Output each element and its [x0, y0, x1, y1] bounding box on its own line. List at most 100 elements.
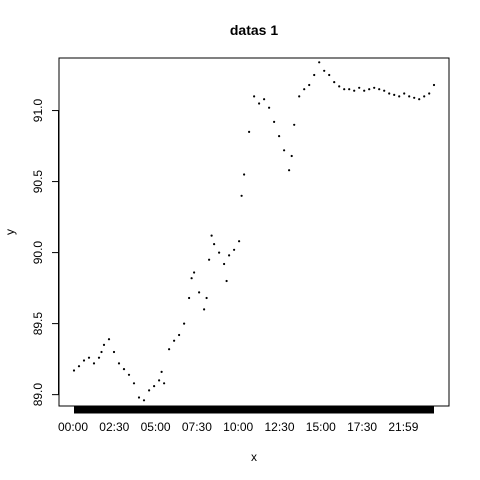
data-point: [100, 351, 102, 353]
data-point: [423, 95, 425, 97]
x-tick-label: 02:30: [99, 420, 129, 434]
data-point: [113, 351, 115, 353]
data-point: [148, 389, 150, 391]
x-axis: 00:00 02:30 05:00 07:30 10:00 12:30 15:00 17:30…: [58, 407, 434, 435]
data-point: [203, 308, 205, 310]
data-point: [393, 94, 395, 96]
data-point: [78, 365, 80, 367]
data-point: [413, 97, 415, 99]
data-point: [348, 88, 350, 90]
data-point: [358, 87, 360, 89]
data-point: [253, 95, 255, 97]
y-tick-label: 91.0: [31, 99, 45, 123]
data-point: [198, 291, 200, 293]
x-tick-label: 07:30: [182, 420, 212, 434]
data-point: [293, 124, 295, 126]
data-point: [173, 340, 175, 342]
data-point: [288, 169, 290, 171]
data-point: [193, 271, 195, 273]
data-point: [298, 95, 300, 97]
data-point: [273, 121, 275, 123]
plot-frame: [59, 58, 449, 406]
data-point: [183, 323, 185, 325]
data-point: [248, 131, 250, 133]
data-point: [428, 92, 430, 94]
data-point: [213, 243, 215, 245]
data-point: [318, 61, 320, 63]
data-point: [308, 84, 310, 86]
data-point: [218, 252, 220, 254]
data-point: [238, 240, 240, 242]
data-point: [153, 385, 155, 387]
data-point: [228, 254, 230, 256]
x-tick-label: 21:59: [388, 420, 418, 434]
data-point: [143, 399, 145, 401]
data-point: [161, 371, 163, 373]
data-points: [73, 61, 435, 401]
data-point: [128, 374, 130, 376]
data-point: [258, 102, 260, 104]
y-tick-label: 89.5: [31, 312, 45, 336]
data-point: [98, 357, 100, 359]
data-point: [108, 338, 110, 340]
y-axis: 89.0 89.5 90.0 90.5 91.0: [31, 99, 59, 407]
data-point: [206, 297, 208, 299]
data-point: [433, 84, 435, 86]
chart-title: datas 1: [230, 22, 278, 38]
y-axis-label: y: [3, 229, 17, 235]
x-tick-label: 17:30: [347, 420, 377, 434]
y-tick-label: 90.0: [31, 241, 45, 265]
data-point: [211, 235, 213, 237]
data-point: [278, 135, 280, 137]
x-tick-label: 12:30: [264, 420, 294, 434]
data-point: [303, 88, 305, 90]
data-point: [263, 98, 265, 100]
data-point: [383, 90, 385, 92]
data-point: [283, 149, 285, 151]
data-point: [118, 362, 120, 364]
data-point: [88, 357, 90, 359]
data-point: [103, 344, 105, 346]
data-point: [268, 107, 270, 109]
data-point: [133, 382, 135, 384]
data-point: [373, 87, 375, 89]
data-point: [291, 155, 293, 157]
data-point: [158, 379, 160, 381]
data-point: [388, 92, 390, 94]
x-tick-label: 05:00: [141, 420, 171, 434]
data-point: [378, 88, 380, 90]
data-point: [123, 368, 125, 370]
data-point: [403, 92, 405, 94]
data-point: [323, 70, 325, 72]
y-tick-label: 90.5: [31, 170, 45, 194]
data-point: [138, 396, 140, 398]
data-point: [208, 259, 210, 261]
data-point: [313, 74, 315, 76]
data-point: [338, 85, 340, 87]
data-point: [83, 359, 85, 361]
data-point: [226, 280, 228, 282]
data-point: [178, 334, 180, 336]
data-point: [191, 277, 193, 279]
data-point: [343, 88, 345, 90]
data-point: [353, 90, 355, 92]
data-point: [168, 348, 170, 350]
data-point: [243, 173, 245, 175]
x-axis-label: x: [251, 450, 257, 464]
data-point: [328, 74, 330, 76]
x-tick-label: 10:00: [223, 420, 253, 434]
y-tick-label: 89.0: [31, 383, 45, 407]
data-point: [233, 249, 235, 251]
data-point: [223, 263, 225, 265]
data-point: [363, 90, 365, 92]
data-point: [73, 369, 75, 371]
data-point: [93, 362, 95, 364]
data-point: [408, 95, 410, 97]
data-point: [398, 95, 400, 97]
data-point: [241, 195, 243, 197]
data-point: [368, 88, 370, 90]
x-tick-label: 00:00: [58, 420, 88, 434]
data-point: [188, 297, 190, 299]
data-point: [418, 98, 420, 100]
